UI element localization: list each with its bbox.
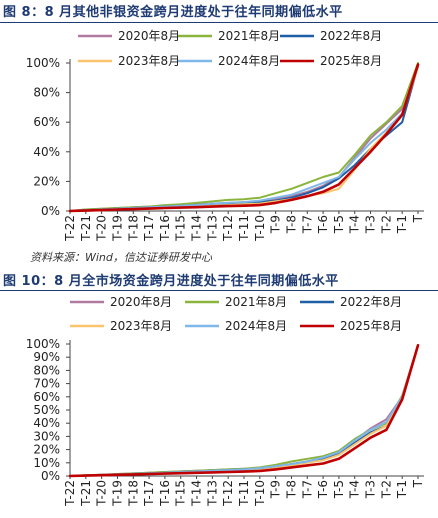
fig8-x-tick-label: T-2: [379, 215, 393, 234]
fig8-legend-label-2: 2022年8月: [320, 29, 382, 43]
fig10-series-line-0: [69, 344, 419, 477]
fig10-x-tick-label: T-16: [158, 480, 172, 507]
fig8-y-tick-label: 40%: [33, 145, 60, 159]
fig10-x-tick-label: T-3: [364, 480, 378, 499]
fig10-series-line-5: [68, 343, 420, 478]
fig10-x-tick-label: T-21: [79, 480, 93, 507]
fig8-x-tick-label: T-9: [269, 215, 283, 234]
fig10-legend-label-4: 2024年8月: [225, 319, 287, 333]
fig8-series-line-2: [69, 65, 419, 212]
fig8-series-line-5: [68, 63, 420, 213]
fig8-x-tick-label: T-13: [205, 215, 219, 242]
figure-8-title-rule: [0, 22, 438, 23]
fig8-x-tick-label: T-5: [332, 215, 346, 234]
fig10-series-line-4: [69, 344, 419, 477]
fig10-x-tick-label: T-12: [221, 480, 235, 507]
fig10-x-tick-label: T: [411, 479, 425, 488]
figure-8-chart: 2020年8月 2021年8月 2022年8月 2023年8月 2024年8月 2025年…: [26, 29, 425, 242]
fig8-legend-label-0: 2020年8月: [118, 29, 180, 43]
fig8-x-tick-label: T-19: [110, 215, 124, 242]
fig8-x-tick-label: T-11: [237, 215, 251, 242]
fig8-x-tick-label: T-1: [395, 215, 409, 234]
fig8-legend-label-4: 2024年8月: [218, 54, 280, 68]
fig10-x-tick-label: T-13: [205, 480, 219, 507]
fig8-series-line-4: [69, 65, 419, 212]
fig10-x-tick-label: T-22: [63, 480, 77, 507]
fig10-x-tick-label: T-5: [332, 480, 346, 499]
figure-8-title: 图 8：8 月其他非银资金跨月进度处于往年同期偏低水平: [3, 5, 343, 20]
fig10-legend-label-0: 2020年8月: [110, 295, 172, 309]
fig10-x-tick-label: T-6: [316, 480, 330, 499]
fig10-y-tick-label: 60%: [33, 390, 60, 404]
fig10-y-tick-label: 90%: [33, 350, 60, 364]
fig10-y-tick-label: 40%: [33, 416, 60, 430]
fig10-x-tick-label: T-2: [379, 480, 393, 499]
fig10-x-tick-label: T-18: [126, 480, 140, 507]
fig10-y-tick-label: 30%: [33, 429, 60, 443]
fig10-x-tick-label: T-14: [190, 480, 204, 507]
figure-10-title: 图 10：8 月全市场资金跨月进度处于往年同期偏低水平: [3, 274, 339, 289]
fig8-x-tick-label: T-22: [63, 215, 77, 242]
fig10-y-tick-label: 10%: [33, 456, 60, 470]
fig8-legend-label-3: 2023年8月: [118, 54, 180, 68]
fig8-x-tick-label: T: [411, 214, 425, 223]
fig8-x-tick-label: T-3: [364, 215, 378, 234]
fig10-series-line-2: [69, 344, 419, 477]
fig8-legend-label-5: 2025年8月: [320, 54, 382, 68]
fig10-x-tick-label: T-1: [395, 480, 409, 499]
fig8-x-tick-label: T-6: [316, 215, 330, 234]
fig10-legend-label-1: 2021年8月: [225, 295, 287, 309]
fig8-x-tick-label: T-20: [95, 215, 109, 242]
fig8-x-tick-label: T-4: [348, 215, 362, 234]
fig8-x-tick-label: T-12: [221, 215, 235, 242]
fig10-x-tick-label: T-8: [284, 480, 298, 499]
fig10-x-tick-label: T-4: [348, 480, 362, 499]
fig8-x-tick-label: T-17: [142, 215, 156, 242]
figure-10-chart: 2020年8月 2021年8月 2022年8月 2023年8月 2024年8月 2025年…: [26, 295, 425, 507]
fig10-y-tick-label: 100%: [26, 337, 60, 351]
fig8-y-tick-label: 20%: [33, 174, 60, 188]
fig10-y-tick-label: 0%: [41, 469, 60, 483]
fig8-x-tick-label: T-10: [253, 215, 267, 242]
fig8-series-line-0: [69, 65, 419, 212]
fig10-y-tick-label: 50%: [33, 403, 60, 417]
figure-10-title-rule: [0, 290, 438, 291]
fig10-legend-label-2: 2022年8月: [340, 295, 402, 309]
fig8-series-line-3: [69, 66, 419, 212]
fig10-x-tick-label: T-9: [269, 480, 283, 499]
fig8-y-tick-label: 0%: [41, 204, 60, 218]
fig10-series-line-3: [69, 344, 419, 477]
source-note: 资料来源：Wind，信达证券研发中心: [30, 251, 212, 264]
fig10-y-tick-label: 70%: [33, 377, 60, 391]
fig10-legend-label-3: 2023年8月: [110, 319, 172, 333]
fig8-series-line-1: [69, 62, 419, 212]
fig10-x-tick-label: T-20: [95, 480, 109, 507]
fig8-legend-label-1: 2021年8月: [218, 29, 280, 43]
fig10-x-tick-label: T-10: [253, 480, 267, 507]
fig10-legend-label-5: 2025年8月: [340, 319, 402, 333]
fig8-x-tick-label: T-16: [158, 215, 172, 242]
fig10-x-tick-label: T-15: [174, 480, 188, 507]
fig8-x-tick-label: T-14: [190, 215, 204, 242]
fig10-x-tick-label: T-11: [237, 480, 251, 507]
fig10-y-tick-label: 20%: [33, 443, 60, 457]
fig10-x-tick-label: T-19: [110, 480, 124, 507]
fig8-x-tick-label: T-7: [300, 215, 314, 234]
fig8-x-tick-label: T-8: [284, 215, 298, 234]
fig10-series-line-1: [69, 344, 419, 477]
fig8-y-tick-label: 100%: [26, 56, 60, 70]
fig8-x-tick-label: T-18: [126, 215, 140, 242]
fig8-y-tick-label: 80%: [33, 86, 60, 100]
fig10-x-tick-label: T-17: [142, 480, 156, 507]
fig8-y-tick-label: 60%: [33, 115, 60, 129]
fig10-x-tick-label: T-7: [300, 480, 314, 499]
fig8-x-tick-label: T-21: [79, 215, 93, 242]
fig10-y-tick-label: 80%: [33, 363, 60, 377]
fig8-x-tick-label: T-15: [174, 215, 188, 242]
